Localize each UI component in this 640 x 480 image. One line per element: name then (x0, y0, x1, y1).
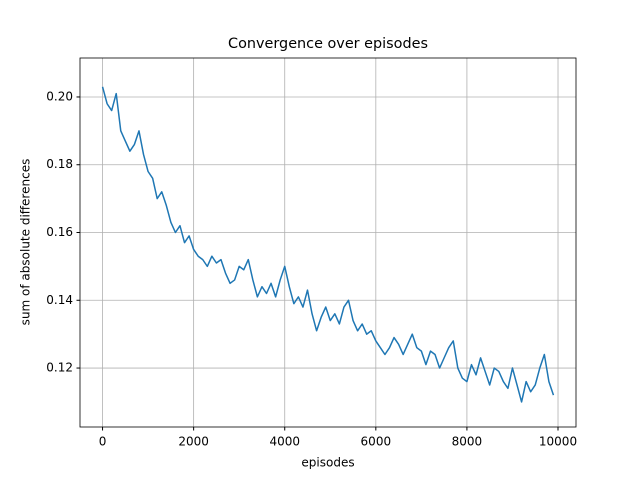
y-tick-label: 0.12 (46, 361, 73, 375)
x-tick-label: 4000 (269, 435, 300, 449)
y-tick-label: 0.18 (46, 157, 73, 171)
y-axis-label: sum of absolute differences (19, 159, 33, 326)
y-tick-label: 0.20 (46, 89, 73, 103)
chart-title: Convergence over episodes (228, 36, 428, 52)
y-tick-label: 0.16 (46, 225, 73, 239)
x-axis-label: episodes (301, 456, 354, 470)
y-tick-label: 0.14 (46, 293, 73, 307)
x-tick-label: 0 (99, 435, 107, 449)
x-tick-label: 8000 (452, 435, 483, 449)
x-tick-label: 2000 (178, 435, 209, 449)
data-line (101, 86, 555, 403)
x-tick-label: 6000 (361, 435, 392, 449)
axes-frame (79, 57, 577, 428)
x-tick-label: 10000 (539, 435, 577, 449)
